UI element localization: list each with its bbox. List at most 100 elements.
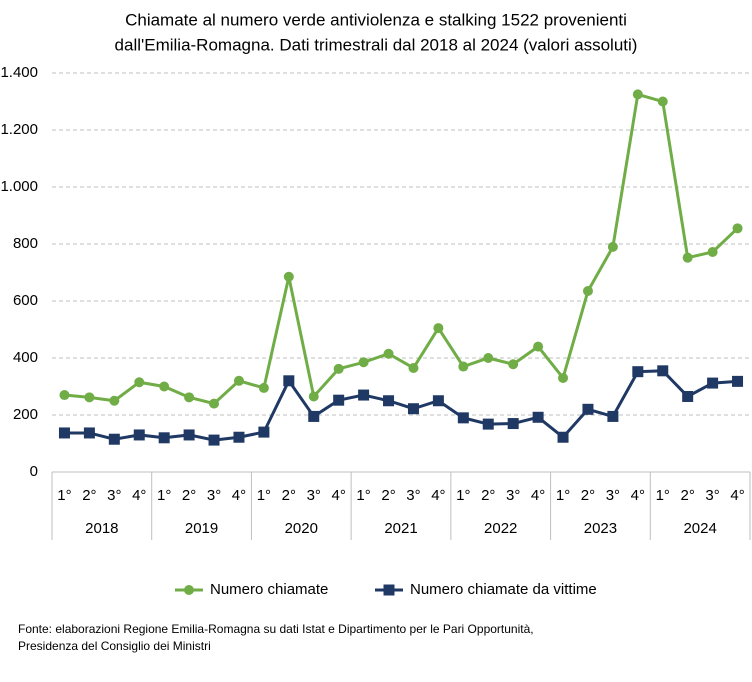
data-point xyxy=(258,426,270,438)
x-tick-label: 4° xyxy=(332,487,346,504)
data-point xyxy=(732,375,744,387)
y-tick-label: 600 xyxy=(13,292,38,309)
x-tick-label: 1° xyxy=(257,487,271,504)
data-point xyxy=(557,431,569,443)
data-point xyxy=(233,431,245,443)
data-point xyxy=(607,241,618,252)
data-point xyxy=(682,390,694,402)
data-point xyxy=(258,382,269,393)
data-point xyxy=(657,365,669,377)
legend-label: Numero chiamate da vittime xyxy=(410,581,597,598)
x-tick-label: 4° xyxy=(730,487,744,504)
data-point xyxy=(183,429,195,441)
x-tick-label: 2° xyxy=(182,487,196,504)
data-point xyxy=(533,341,544,352)
data-point xyxy=(508,359,519,370)
group-label: 2023 xyxy=(584,520,617,537)
data-point xyxy=(457,412,469,424)
data-point xyxy=(657,96,668,107)
data-point xyxy=(333,394,345,406)
x-tick-label: 1° xyxy=(456,487,470,504)
data-point xyxy=(732,223,743,234)
group-label: 2018 xyxy=(85,520,118,537)
x-tick-label: 3° xyxy=(307,487,321,504)
data-point xyxy=(582,286,593,297)
x-tick-label: 3° xyxy=(606,487,620,504)
data-point xyxy=(159,381,170,392)
legend-marker xyxy=(383,584,395,596)
data-point xyxy=(407,403,419,415)
data-point xyxy=(383,395,395,407)
data-point xyxy=(458,361,469,372)
data-point xyxy=(233,375,244,386)
source-note: Presidenza del Consiglio dei Ministri xyxy=(18,639,211,653)
data-point xyxy=(632,89,643,100)
x-tick-label: 4° xyxy=(132,487,146,504)
data-point xyxy=(209,398,220,409)
data-point xyxy=(308,391,319,402)
series-line xyxy=(64,92,739,406)
group-label: 2019 xyxy=(185,520,218,537)
data-point xyxy=(507,418,519,430)
x-tick-label: 3° xyxy=(506,487,520,504)
data-point xyxy=(133,429,145,441)
x-tick-label: 3° xyxy=(406,487,420,504)
x-tick-label: 2° xyxy=(681,487,695,504)
series-line xyxy=(64,369,738,442)
data-point xyxy=(532,411,544,423)
source-note: Fonte: elaborazioni Regione Emilia-Romag… xyxy=(18,622,534,636)
data-point xyxy=(358,357,369,368)
data-point xyxy=(607,410,619,422)
chart-title: Chiamate al numero verde antiviolenza e … xyxy=(125,10,627,29)
data-point xyxy=(134,377,145,388)
data-point xyxy=(558,372,569,383)
data-point xyxy=(208,434,220,446)
data-point xyxy=(83,427,95,439)
y-tick-label: 1.000 xyxy=(0,178,38,195)
x-tick-label: 1° xyxy=(57,487,71,504)
data-point xyxy=(483,353,494,363)
data-point xyxy=(59,390,70,401)
x-tick-label: 3° xyxy=(207,487,221,504)
data-point xyxy=(408,362,419,373)
y-tick-label: 1.400 xyxy=(0,64,38,81)
data-point xyxy=(582,403,594,415)
x-tick-label: 1° xyxy=(656,487,670,504)
group-label: 2021 xyxy=(384,520,417,537)
group-label: 2022 xyxy=(484,520,517,537)
data-point xyxy=(433,323,444,334)
data-point xyxy=(682,252,693,263)
chart-title: dall'Emilia-Romagna. Dati trimestrali da… xyxy=(115,35,638,54)
data-point xyxy=(109,395,120,406)
y-tick-label: 400 xyxy=(13,349,38,366)
data-point xyxy=(283,375,295,387)
x-tick-label: 2° xyxy=(481,487,495,504)
x-tick-label: 4° xyxy=(232,487,246,504)
x-tick-label: 4° xyxy=(631,487,645,504)
data-point xyxy=(333,363,344,374)
x-tick-label: 3° xyxy=(107,487,121,504)
data-point xyxy=(184,392,195,403)
legend-marker xyxy=(184,585,194,595)
x-tick-label: 2° xyxy=(82,487,96,504)
data-point xyxy=(158,432,170,444)
data-point xyxy=(358,389,370,401)
group-label: 2024 xyxy=(683,520,716,537)
x-tick-label: 1° xyxy=(556,487,570,504)
data-point xyxy=(383,348,394,359)
y-tick-label: 800 xyxy=(13,235,38,252)
x-tick-label: 2° xyxy=(381,487,395,504)
data-point xyxy=(308,410,320,422)
data-point xyxy=(707,246,718,257)
data-point xyxy=(283,271,294,282)
data-point xyxy=(482,418,494,430)
x-tick-label: 4° xyxy=(531,487,545,504)
data-point xyxy=(632,366,644,378)
data-point xyxy=(432,395,444,407)
group-label: 2020 xyxy=(285,520,318,537)
x-tick-label: 4° xyxy=(431,487,445,504)
data-point xyxy=(58,427,70,439)
x-tick-label: 2° xyxy=(581,487,595,504)
data-point xyxy=(707,377,719,389)
